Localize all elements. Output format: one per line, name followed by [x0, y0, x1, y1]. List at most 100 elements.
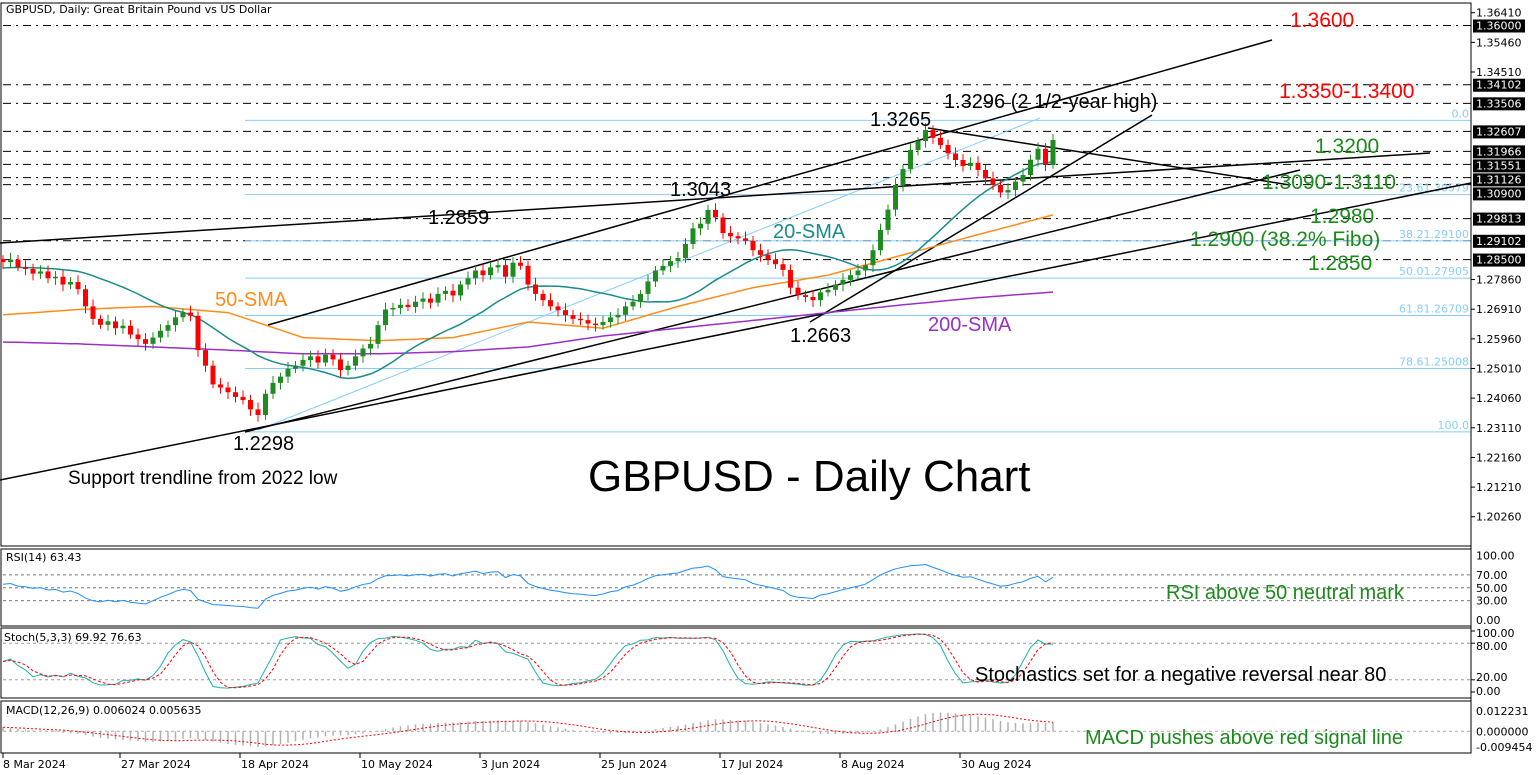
channel-upper-trendline[interactable]	[267, 39, 1273, 326]
x-tick-label: 30 Aug 2024	[961, 758, 1031, 771]
candle-body	[735, 236, 741, 239]
candle-body	[345, 365, 351, 371]
candle-body	[848, 275, 853, 280]
candle-body	[180, 312, 186, 318]
y-tick-label: 1.34510	[1476, 66, 1522, 79]
candle-body	[1005, 189, 1011, 193]
stoch-tick-label: 20.00	[1476, 671, 1508, 684]
candle-body	[195, 315, 201, 351]
candle-body	[623, 306, 628, 315]
horizontal-levels	[3, 24, 1471, 261]
candle-body	[248, 400, 253, 410]
price-level-label: 1.29102	[1476, 235, 1522, 248]
steep-support-trendline[interactable]	[809, 114, 1153, 323]
candle-body	[765, 254, 771, 260]
candle-body	[660, 265, 666, 271]
candle-body	[563, 310, 568, 316]
x-tick-label: 27 Mar 2024	[121, 758, 191, 771]
price-label-bg	[1473, 19, 1525, 33]
price-level-label: 1.36000	[1476, 19, 1522, 32]
candle-body	[263, 393, 268, 415]
candle-body	[953, 153, 958, 161]
candle-body	[593, 323, 598, 326]
candle-body	[720, 217, 726, 234]
candle-body	[0, 258, 6, 263]
candle-body	[128, 325, 133, 335]
axes: 1.36000 1.34102 1.33506 1.32607 1.319661.315…	[2, 3, 1532, 771]
candle-body	[8, 259, 13, 263]
annotation-1-3265: 1.3265	[870, 109, 932, 131]
channel-lower-trendline[interactable]	[244, 169, 1301, 433]
candle-body	[638, 293, 643, 302]
price-label-bg	[1473, 78, 1525, 92]
candle-body	[420, 298, 426, 302]
candle-body	[113, 321, 118, 329]
candle-body	[413, 301, 418, 308]
candle-body	[803, 295, 808, 298]
rsi-tick-label: 30.00	[1476, 595, 1508, 608]
x-tick-label: 8 Mar 2024	[3, 758, 66, 771]
fibo-level-label: 23.61.30579	[1399, 182, 1469, 195]
candle-body	[278, 376, 283, 383]
candle-body	[405, 304, 411, 308]
candle-body	[930, 130, 936, 138]
annotation-1-2298: 1.2298	[233, 433, 295, 455]
annotation-1-3600: 1.3600	[1290, 9, 1355, 32]
stoch-signal-line	[2, 633, 1054, 689]
candle-body	[960, 160, 966, 166]
candle-body	[270, 382, 276, 394]
candle-body	[818, 292, 823, 301]
rsi-tick-label: 50.00	[1476, 582, 1508, 595]
fibo-level-label: 61.81.26709	[1399, 302, 1469, 315]
chart-title: GBPUSD - Daily Chart	[588, 452, 1031, 501]
trendlines[interactable]	[0, 39, 1472, 481]
panel-frame-0	[0, 2, 1472, 547]
fibo-level-label: 50.01.27905	[1399, 265, 1469, 278]
y-tick-label: 1.26910	[1476, 303, 1522, 316]
candle-body	[23, 267, 28, 269]
candle-body	[15, 259, 21, 268]
candle-body	[833, 284, 838, 290]
annotation-2-5-year-high: 1.3296 (2 1/2-year high)	[944, 91, 1158, 113]
descending-trendline[interactable]	[927, 127, 1291, 186]
price-level-label: 1.30900	[1476, 187, 1522, 200]
rsi-panel	[2, 563, 1471, 609]
candle-body	[863, 265, 868, 271]
x-tick-label: 18 Apr 2024	[241, 758, 309, 771]
stoch-main-line	[2, 633, 1053, 689]
candle-body	[608, 317, 613, 322]
annotation-1-2900-fibo: 1.2900 (38.2% Fibo)	[1190, 228, 1381, 251]
stoch-tick-label: 100.00	[1476, 627, 1515, 640]
rsi-note: RSI above 50 neutral mark	[1166, 582, 1404, 604]
candle-body	[510, 262, 516, 277]
y-tick-label: 1.36410	[1476, 7, 1522, 20]
candle-body	[548, 300, 553, 307]
candle-body	[210, 365, 216, 385]
candle-body	[525, 265, 531, 285]
annotation-1-2850: 1.2850	[1308, 252, 1373, 275]
label-50-sma: 50-SMA	[215, 289, 288, 311]
candle-body	[878, 229, 883, 251]
candle-body	[1043, 148, 1048, 166]
candle-body	[555, 306, 561, 311]
y-tick-label: 1.20260	[1476, 511, 1522, 524]
candle-body	[375, 325, 381, 344]
candle-body	[143, 339, 148, 344]
rsi-tick-label: 100.00	[1476, 550, 1515, 563]
fibo-trend-line[interactable]	[257, 117, 1041, 431]
y-tick-label: 1.25960	[1476, 333, 1522, 346]
price-level-label: 1.29813	[1476, 213, 1522, 226]
fibonacci-retracement[interactable]: 0.0 23.61.30579 38.21.29100 50.01.27905 61.8…	[245, 107, 1471, 433]
rsi-tick-label: 0.00	[1476, 614, 1501, 627]
candle-body	[338, 359, 343, 371]
candle-body	[1035, 148, 1041, 160]
price-level-label: 1.28500	[1476, 254, 1522, 267]
stoch-note: Stochastics set for a negative reversal …	[975, 664, 1387, 686]
candle-body	[60, 276, 66, 285]
candle-body	[788, 269, 793, 288]
candle-body	[225, 387, 231, 393]
long-resistance-trendline[interactable]	[0, 152, 1431, 244]
support-trendline-2022[interactable]	[0, 182, 1472, 481]
candle-body	[473, 270, 478, 279]
macd-tick-label: 0.000000	[1476, 725, 1529, 738]
